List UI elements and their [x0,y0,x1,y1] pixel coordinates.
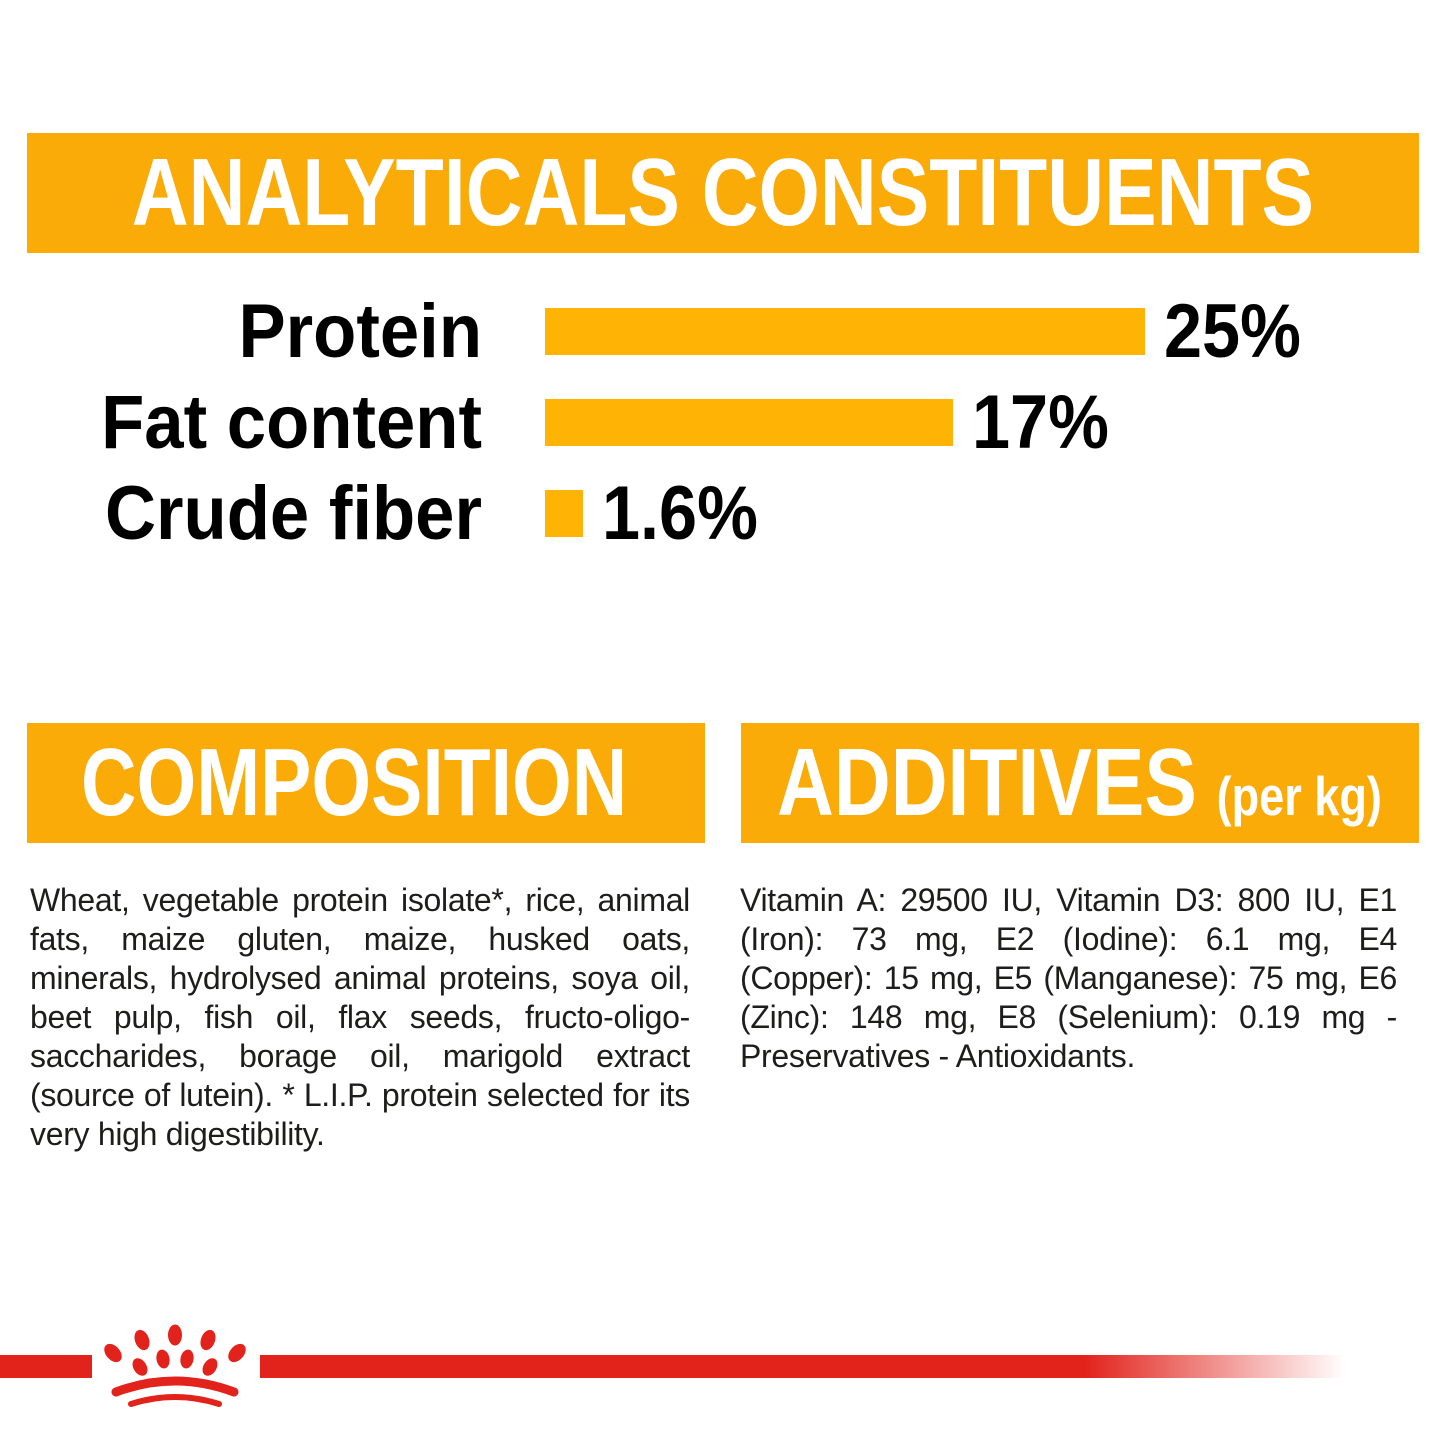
chart-row-protein: Protein 25% [0,289,1445,374]
additives-title-suffix: (per kg) [1216,765,1382,827]
additives-header-band: ADDITIVES (per kg) [741,723,1419,843]
brand-stripe-right [260,1355,1345,1378]
chart-category-label: Fat content [101,380,482,465]
analyticals-bar-chart: Protein 25% Fat content 17% Crude fiber 1.6% [0,289,1445,581]
brand-stripe-left [0,1355,92,1378]
composition-body-text: Wheat, vegetable protein isolate*, rice,… [30,882,690,1152]
composition-header-band: COMPOSITION [27,723,705,843]
chart-row-fat-content: Fat content 17% [0,380,1445,465]
additives-body-text: Vitamin A: 29500 IU, Vitamin D3: 800 IU,… [740,882,1397,1074]
chart-value-label: 17% [972,380,1109,465]
chart-bar [545,308,1145,355]
chart-category-label: Crude fiber [104,471,483,556]
composition-title: COMPOSITION [81,729,628,836]
chart-category-label: Protein [238,289,482,374]
chart-value-label: 25% [1164,289,1301,374]
chart-value-label: 1.6% [602,471,759,556]
analyticals-header-band: ANALYTICALS CONSTITUENTS [27,133,1419,253]
additives-title-group: ADDITIVES (per kg) [777,735,1382,831]
chart-bar [545,399,953,446]
royal-canin-crown-icon [104,1324,246,1407]
additives-title: ADDITIVES [777,729,1197,836]
analyticals-title: ANALYTICALS CONSTITUENTS [131,139,1315,246]
chart-row-crude-fiber: Crude fiber 1.6% [0,471,1445,556]
chart-bar [545,490,584,537]
